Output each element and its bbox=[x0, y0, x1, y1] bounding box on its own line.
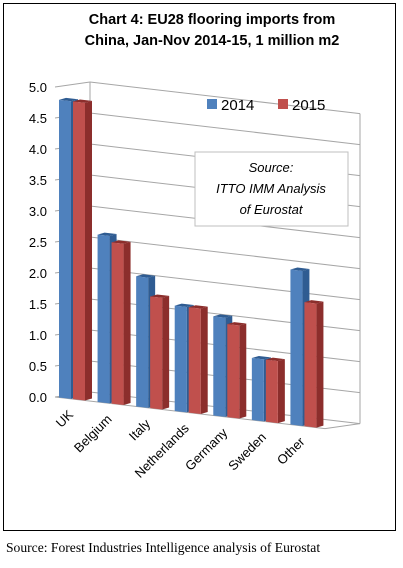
x-tick-label-uk: UK bbox=[53, 407, 77, 431]
bars-layer bbox=[59, 97, 324, 428]
bar-2014-belgium bbox=[97, 234, 110, 404]
y-tick-label: 4.5 bbox=[29, 111, 47, 126]
gridline bbox=[89, 81, 361, 115]
chart-title-line-1: Chart 4: EU28 flooring imports from bbox=[89, 12, 336, 28]
bar-2015-netherlands-top bbox=[188, 305, 208, 309]
y-tick-label: 2.0 bbox=[29, 266, 47, 281]
x-tick-label-belgium: Belgium bbox=[71, 411, 115, 455]
bar-2015-sweden bbox=[265, 359, 278, 424]
legend-swatch-2015 bbox=[278, 99, 288, 109]
bar-2015-germany-side bbox=[239, 323, 247, 419]
bar-2015-uk-top bbox=[73, 99, 92, 103]
bar-2015-germany bbox=[227, 324, 240, 419]
gridline bbox=[89, 112, 361, 146]
y-tick-label: 1.5 bbox=[29, 297, 47, 312]
bar-2015-sweden-side bbox=[277, 359, 285, 424]
x-tick-label-italy: Italy bbox=[126, 416, 154, 444]
y-tick-label: 3.0 bbox=[29, 204, 47, 219]
x-tick-label-other: Other bbox=[274, 434, 308, 468]
bar-2015-germany-top bbox=[227, 322, 247, 326]
bar-2015-italy-top bbox=[150, 294, 170, 298]
annotation-line-3: of Eurostat bbox=[240, 202, 304, 217]
bar-2014-sweden-top bbox=[251, 356, 271, 360]
x-tick-label-sweden: Sweden bbox=[225, 430, 269, 474]
bar-2014-germany-top bbox=[213, 314, 233, 318]
bar-2014-other bbox=[290, 269, 303, 426]
bar-2014-italy-top bbox=[136, 274, 156, 278]
y-tick-label: 4.0 bbox=[29, 142, 47, 157]
y-tick-label: 0.5 bbox=[29, 359, 47, 374]
bar-2015-uk-side bbox=[85, 100, 92, 401]
bar-2014-netherlands bbox=[174, 305, 187, 413]
bar-2014-other-top bbox=[290, 267, 310, 271]
floor-right-edge bbox=[324, 423, 361, 430]
footer-source: Source: Forest Industries Intelligence a… bbox=[6, 540, 321, 555]
legend-label-2015: 2015 bbox=[292, 97, 325, 114]
bar-2014-italy bbox=[136, 276, 149, 408]
y-tick-label: 3.5 bbox=[29, 173, 47, 188]
bar-2015-italy-side bbox=[162, 295, 170, 410]
gridline-side bbox=[54, 81, 91, 88]
bar-2015-sweden-top bbox=[265, 357, 285, 362]
annotation-box bbox=[194, 151, 349, 227]
bar-2015-other-side bbox=[316, 301, 324, 428]
bar-2014-germany bbox=[213, 316, 226, 417]
bar-2014-uk bbox=[59, 99, 71, 399]
y-tick-label: 2.5 bbox=[29, 235, 47, 250]
gridline bbox=[89, 267, 361, 301]
annotation-line-2: ITTO IMM Analysis bbox=[216, 181, 326, 196]
bar-2015-other-top bbox=[304, 300, 324, 304]
bar-2015-belgium bbox=[111, 242, 124, 406]
bar-2014-uk-top bbox=[59, 97, 78, 102]
legend-swatch-2014 bbox=[207, 99, 217, 109]
bar-2014-belgium-top bbox=[97, 232, 117, 236]
annotation-line-1: Source: bbox=[249, 160, 294, 175]
y-tick-label: 0.0 bbox=[29, 390, 47, 405]
legend-label-2014: 2014 bbox=[221, 97, 254, 114]
bar-2015-italy bbox=[150, 296, 163, 410]
chart-title-line-2: China, Jan-Nov 2014-15, 1 million m2 bbox=[85, 33, 340, 49]
legend: 2014 2015 bbox=[207, 97, 325, 114]
bar-2014-sweden bbox=[251, 358, 264, 422]
bar-2015-uk bbox=[73, 101, 85, 401]
bar-2015-netherlands-side bbox=[200, 306, 208, 415]
bar-2015-other bbox=[304, 302, 317, 428]
bar-2015-belgium-top bbox=[111, 240, 131, 244]
bar-2015-belgium-side bbox=[123, 241, 131, 406]
bar-2015-netherlands bbox=[188, 307, 201, 415]
y-tick-label: 1.0 bbox=[29, 328, 47, 343]
bar-2014-netherlands-top bbox=[174, 303, 194, 308]
y-axis-ticks: 0.0 0.5 1.0 1.5 2.0 2.5 3.0 3.5 4.0 4.5 5.0 bbox=[29, 80, 47, 405]
gridline bbox=[89, 236, 361, 270]
y-tick-label: 5.0 bbox=[29, 80, 47, 95]
bar-chart: Chart 4: EU28 flooring imports from Chin… bbox=[29, 12, 361, 481]
source-annotation: Source: ITTO IMM Analysis of Eurostat bbox=[194, 151, 349, 227]
